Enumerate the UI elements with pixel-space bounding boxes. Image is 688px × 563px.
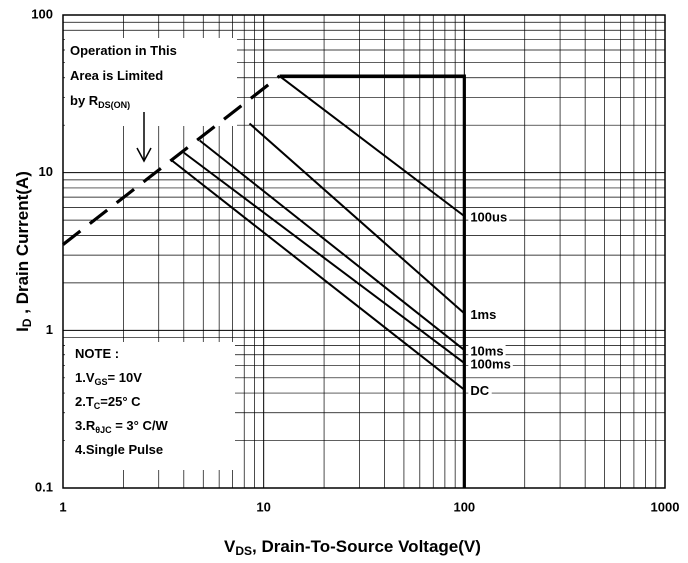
rich-text: 2.TC=25° C bbox=[75, 394, 141, 411]
rich-text: ID , Drain Current(A) bbox=[13, 171, 34, 332]
text-part: = 10V bbox=[108, 370, 143, 385]
x-tick-label: 1 bbox=[59, 499, 66, 514]
text-part: Operation in This bbox=[70, 43, 177, 58]
text-part: I bbox=[13, 327, 32, 332]
y-tick-label: 10 bbox=[39, 164, 53, 179]
subscript: DS bbox=[235, 544, 252, 558]
x-tick-label: 1000 bbox=[651, 499, 680, 514]
series-label: 10ms bbox=[470, 343, 503, 358]
text-part: , Drain-To-Source Voltage(V) bbox=[252, 537, 481, 556]
text-part: NOTE : bbox=[75, 346, 119, 361]
arrow-head bbox=[136, 147, 152, 163]
text-part: , Drain Current(A) bbox=[13, 171, 32, 318]
plot-frame bbox=[62, 14, 666, 489]
rich-text: VDS, Drain-To-Source Voltage(V) bbox=[224, 537, 481, 558]
label-bg bbox=[468, 356, 513, 372]
rich-text: by RDS(ON) bbox=[70, 93, 130, 110]
rich-text: 1.VGS= 10V bbox=[75, 370, 142, 387]
text-part: 1.V bbox=[75, 370, 95, 385]
series-label: 1ms bbox=[470, 307, 496, 322]
subscript: DS(ON) bbox=[98, 100, 130, 110]
subscript: D bbox=[20, 318, 34, 327]
text-part: =25° C bbox=[100, 394, 141, 409]
x-tick-label: 10 bbox=[256, 499, 270, 514]
label-bg bbox=[468, 383, 492, 399]
text-part: 4.Single Pulse bbox=[75, 442, 163, 457]
rich-text: 3.RθJC = 3° C/W bbox=[75, 418, 168, 435]
annotation-box bbox=[65, 38, 237, 126]
series-line bbox=[279, 74, 466, 488]
text-part: 3.R bbox=[75, 418, 96, 433]
series-label: 100ms bbox=[470, 357, 510, 372]
subscript: GS bbox=[95, 377, 108, 387]
rich-text: 4.Single Pulse bbox=[75, 442, 163, 457]
text-part: 2.T bbox=[75, 394, 94, 409]
text-part: by R bbox=[70, 93, 99, 108]
series-line bbox=[199, 139, 465, 351]
series-label: DC bbox=[470, 383, 489, 398]
x-tick-label: 100 bbox=[453, 499, 475, 514]
note-box bbox=[65, 342, 235, 470]
series-line bbox=[278, 75, 465, 217]
text-part: Area is Limited bbox=[70, 68, 163, 83]
subscript: θJC bbox=[95, 425, 112, 435]
series-line bbox=[183, 151, 465, 364]
y-tick-label: 1 bbox=[46, 322, 53, 337]
series-label: 100us bbox=[470, 210, 507, 225]
y-tick-label: 100 bbox=[31, 6, 53, 21]
label-bg bbox=[468, 343, 506, 359]
subscript: C bbox=[94, 401, 101, 411]
series-line bbox=[62, 74, 281, 246]
rich-text: Area is Limited bbox=[70, 68, 163, 83]
y-tick-label: 0.1 bbox=[35, 479, 53, 494]
label-bg bbox=[468, 209, 510, 225]
text-part: = 3° C/W bbox=[112, 418, 169, 433]
series-line bbox=[248, 122, 465, 315]
rich-text: NOTE : bbox=[75, 346, 119, 361]
label-bg bbox=[468, 306, 499, 322]
series-line bbox=[171, 159, 465, 391]
rich-text: Operation in This bbox=[70, 43, 177, 58]
text-part: V bbox=[224, 537, 236, 556]
